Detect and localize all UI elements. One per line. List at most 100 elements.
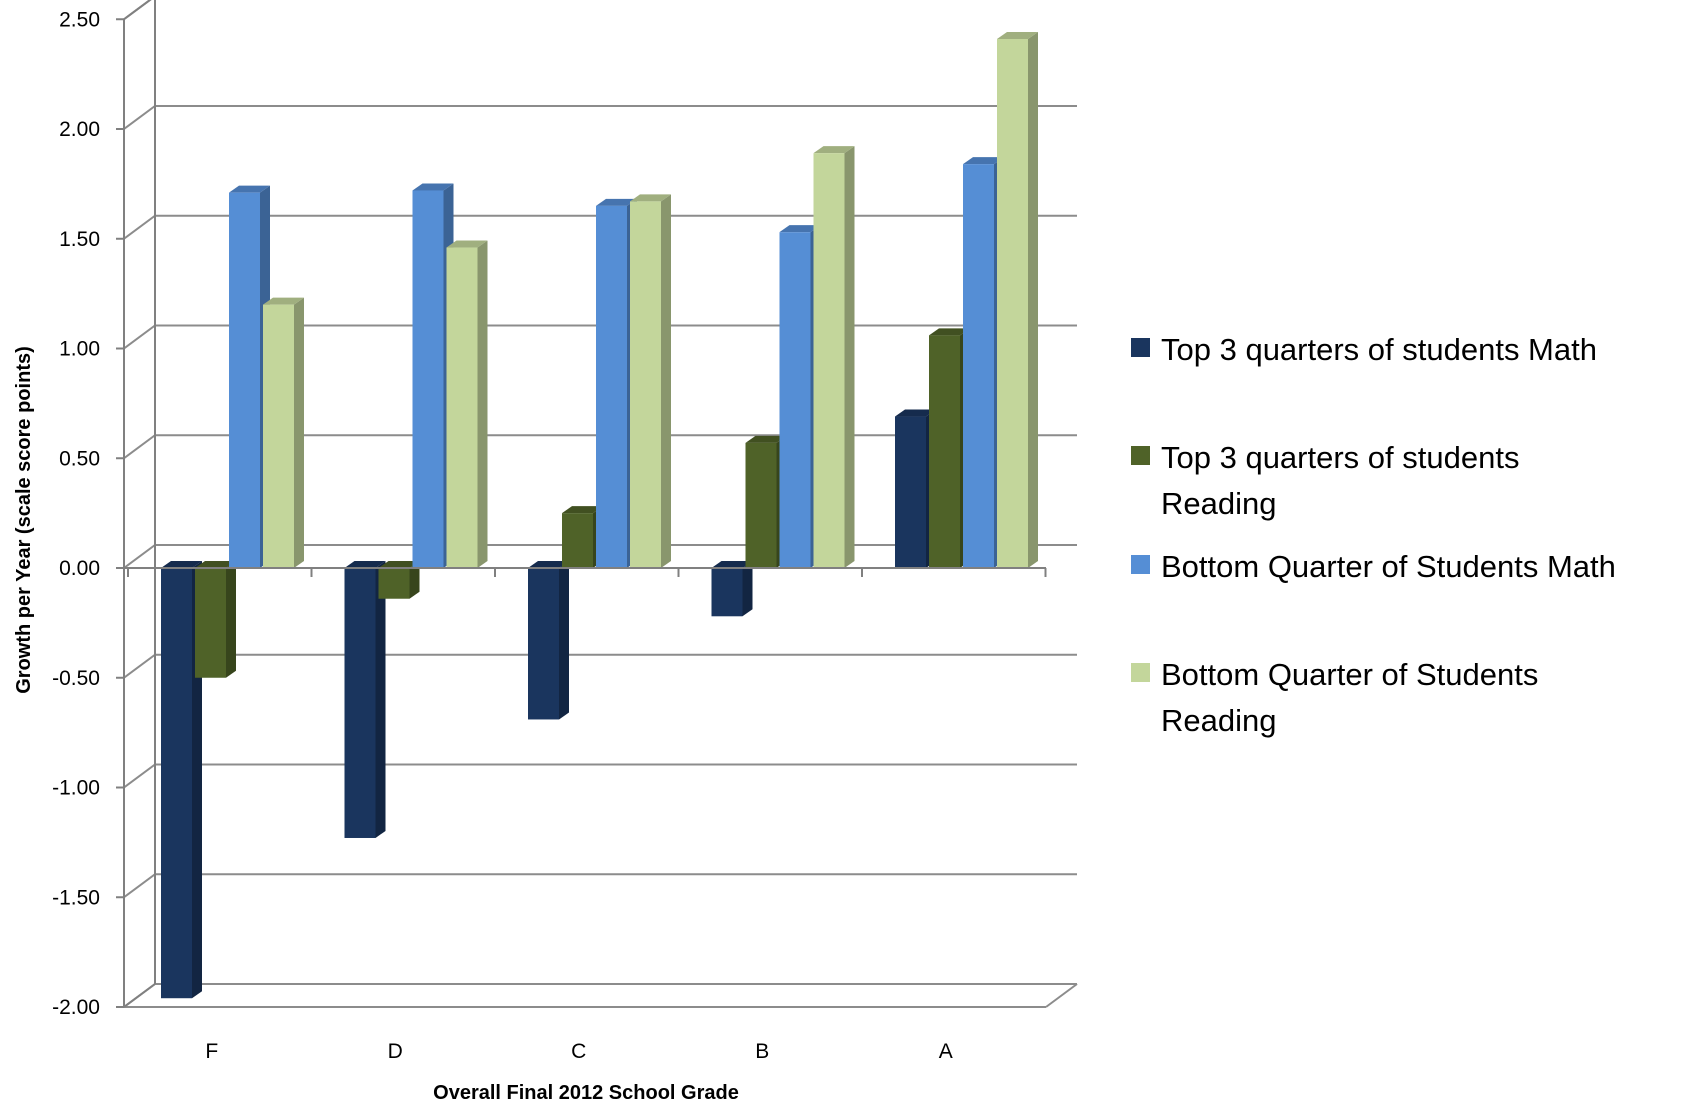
y-tick-label: 2.50 <box>59 8 100 31</box>
bar-side-face <box>844 146 855 568</box>
bar-top-face <box>528 561 569 568</box>
gridline <box>123 873 1077 899</box>
bar-front-face <box>630 201 661 568</box>
gridline <box>123 983 1077 1008</box>
floor-right-edge <box>1045 983 1078 1008</box>
legend-label: Reading <box>1161 486 1276 521</box>
bar-top-face <box>779 225 821 233</box>
y-tick-label: 1.50 <box>59 228 100 251</box>
y-tick-label: 1.00 <box>59 338 100 361</box>
legend-label: Bottom Quarter of Students <box>1161 657 1538 692</box>
legend: Top 3 quarters of students Math Top 3 qua… <box>1131 332 1616 738</box>
bar-top-face <box>813 146 855 154</box>
bar-front-face <box>745 442 777 568</box>
legend-label: Top 3 quarters of students Math <box>1161 332 1597 367</box>
bar-C-series-4 <box>630 194 671 568</box>
legend-label: Top 3 quarters of students <box>1161 440 1519 475</box>
gridline <box>123 0 152 21</box>
bar-C-series-1 <box>528 561 569 720</box>
x-axis-title: Overall Final 2012 School Grade <box>433 1082 739 1104</box>
side-wall-bottom-edge <box>123 983 156 1008</box>
bar-F-series-4 <box>263 297 304 568</box>
y-tick-labels: 2.50 2.00 1.50 1.00 0.50 0.00 -0.50 -1.00 -1.50 -… <box>52 8 100 1019</box>
bar-side-face <box>294 297 304 568</box>
legend-swatch <box>1131 555 1150 574</box>
bar-top-face <box>446 240 488 248</box>
bar-front-face <box>195 568 226 678</box>
bar-B-series-4 <box>813 146 855 568</box>
x-tick-label: C <box>571 1040 586 1063</box>
x-tick-label: D <box>388 1040 403 1063</box>
bar-front-face <box>895 416 926 568</box>
bar-top-face <box>963 157 1004 165</box>
bar-front-face <box>378 568 410 599</box>
legend-item: Top 3 quarters of students Reading <box>1131 440 1519 521</box>
legend-swatch <box>1131 446 1150 465</box>
bar-front-face <box>344 568 376 838</box>
bar-D-series-4 <box>446 240 488 568</box>
y-axis-title: Growth per Year (scale score points) <box>13 346 35 694</box>
bar-D-series-1 <box>344 561 386 838</box>
bar-B-series-3 <box>779 225 821 569</box>
y-tick-label: -0.50 <box>52 667 100 690</box>
bar-front-face <box>161 568 192 999</box>
legend-item: Top 3 quarters of students Math <box>1131 332 1597 367</box>
legend-item: Bottom Quarter of Students Math <box>1131 549 1616 584</box>
x-tick-label: A <box>939 1040 953 1063</box>
chart-walls <box>123 0 156 1008</box>
y-tick-label: -2.00 <box>52 996 100 1019</box>
bar-front-face <box>596 205 627 568</box>
bar-B-series-1 <box>711 561 753 617</box>
axes <box>116 18 1047 1008</box>
y-tick-label: -1.00 <box>52 777 100 800</box>
bar-top-face <box>711 561 753 568</box>
bar-side-face <box>1028 32 1038 568</box>
bars <box>161 32 1038 999</box>
bar-side-face <box>742 561 753 617</box>
bar-front-face <box>229 192 260 568</box>
bar-front-face <box>779 232 811 569</box>
bar-top-face <box>562 506 603 514</box>
x-tick-label: F <box>205 1040 218 1063</box>
bar-front-face <box>528 568 559 720</box>
bar-front-face <box>997 39 1028 568</box>
bar-D-series-2 <box>378 561 420 599</box>
bar-top-face <box>895 409 936 417</box>
x-tick-label: B <box>755 1040 769 1063</box>
bar-top-face <box>229 185 270 193</box>
gridline <box>123 105 1077 130</box>
bar-front-face <box>963 164 994 568</box>
legend-swatch <box>1131 663 1150 682</box>
y-tick-label: 0.50 <box>59 447 100 470</box>
bar-front-face <box>263 304 294 568</box>
bar-front-face <box>562 513 593 568</box>
bar-top-face <box>596 198 637 206</box>
bar-top-face <box>195 561 236 568</box>
bar-front-face <box>813 153 845 568</box>
gridline <box>123 653 1077 679</box>
bar-top-face <box>344 561 386 568</box>
y-tick-label: 2.00 <box>59 118 100 141</box>
bar-top-face <box>745 435 787 443</box>
bar-top-face <box>161 561 202 568</box>
bar-top-face <box>378 561 420 568</box>
bar-side-face <box>477 240 488 568</box>
side-wall-top-edge <box>123 0 152 21</box>
gridline <box>123 763 1077 789</box>
legend-item: Bottom Quarter of Students Reading <box>1131 657 1538 738</box>
bar-top-face <box>263 297 304 305</box>
legend-swatch <box>1131 338 1150 357</box>
bar-side-face <box>375 561 386 838</box>
bar-front-face <box>929 335 960 568</box>
y-tick-label: 0.00 <box>59 557 100 580</box>
bar-top-face <box>997 32 1038 40</box>
bar-side-face <box>559 561 569 720</box>
bar-F-series-2 <box>195 561 236 678</box>
bar-top-face <box>929 328 970 336</box>
legend-label: Reading <box>1161 703 1276 738</box>
bar-front-face <box>446 247 478 568</box>
bar-front-face <box>412 190 444 568</box>
bar-top-face <box>412 183 454 191</box>
